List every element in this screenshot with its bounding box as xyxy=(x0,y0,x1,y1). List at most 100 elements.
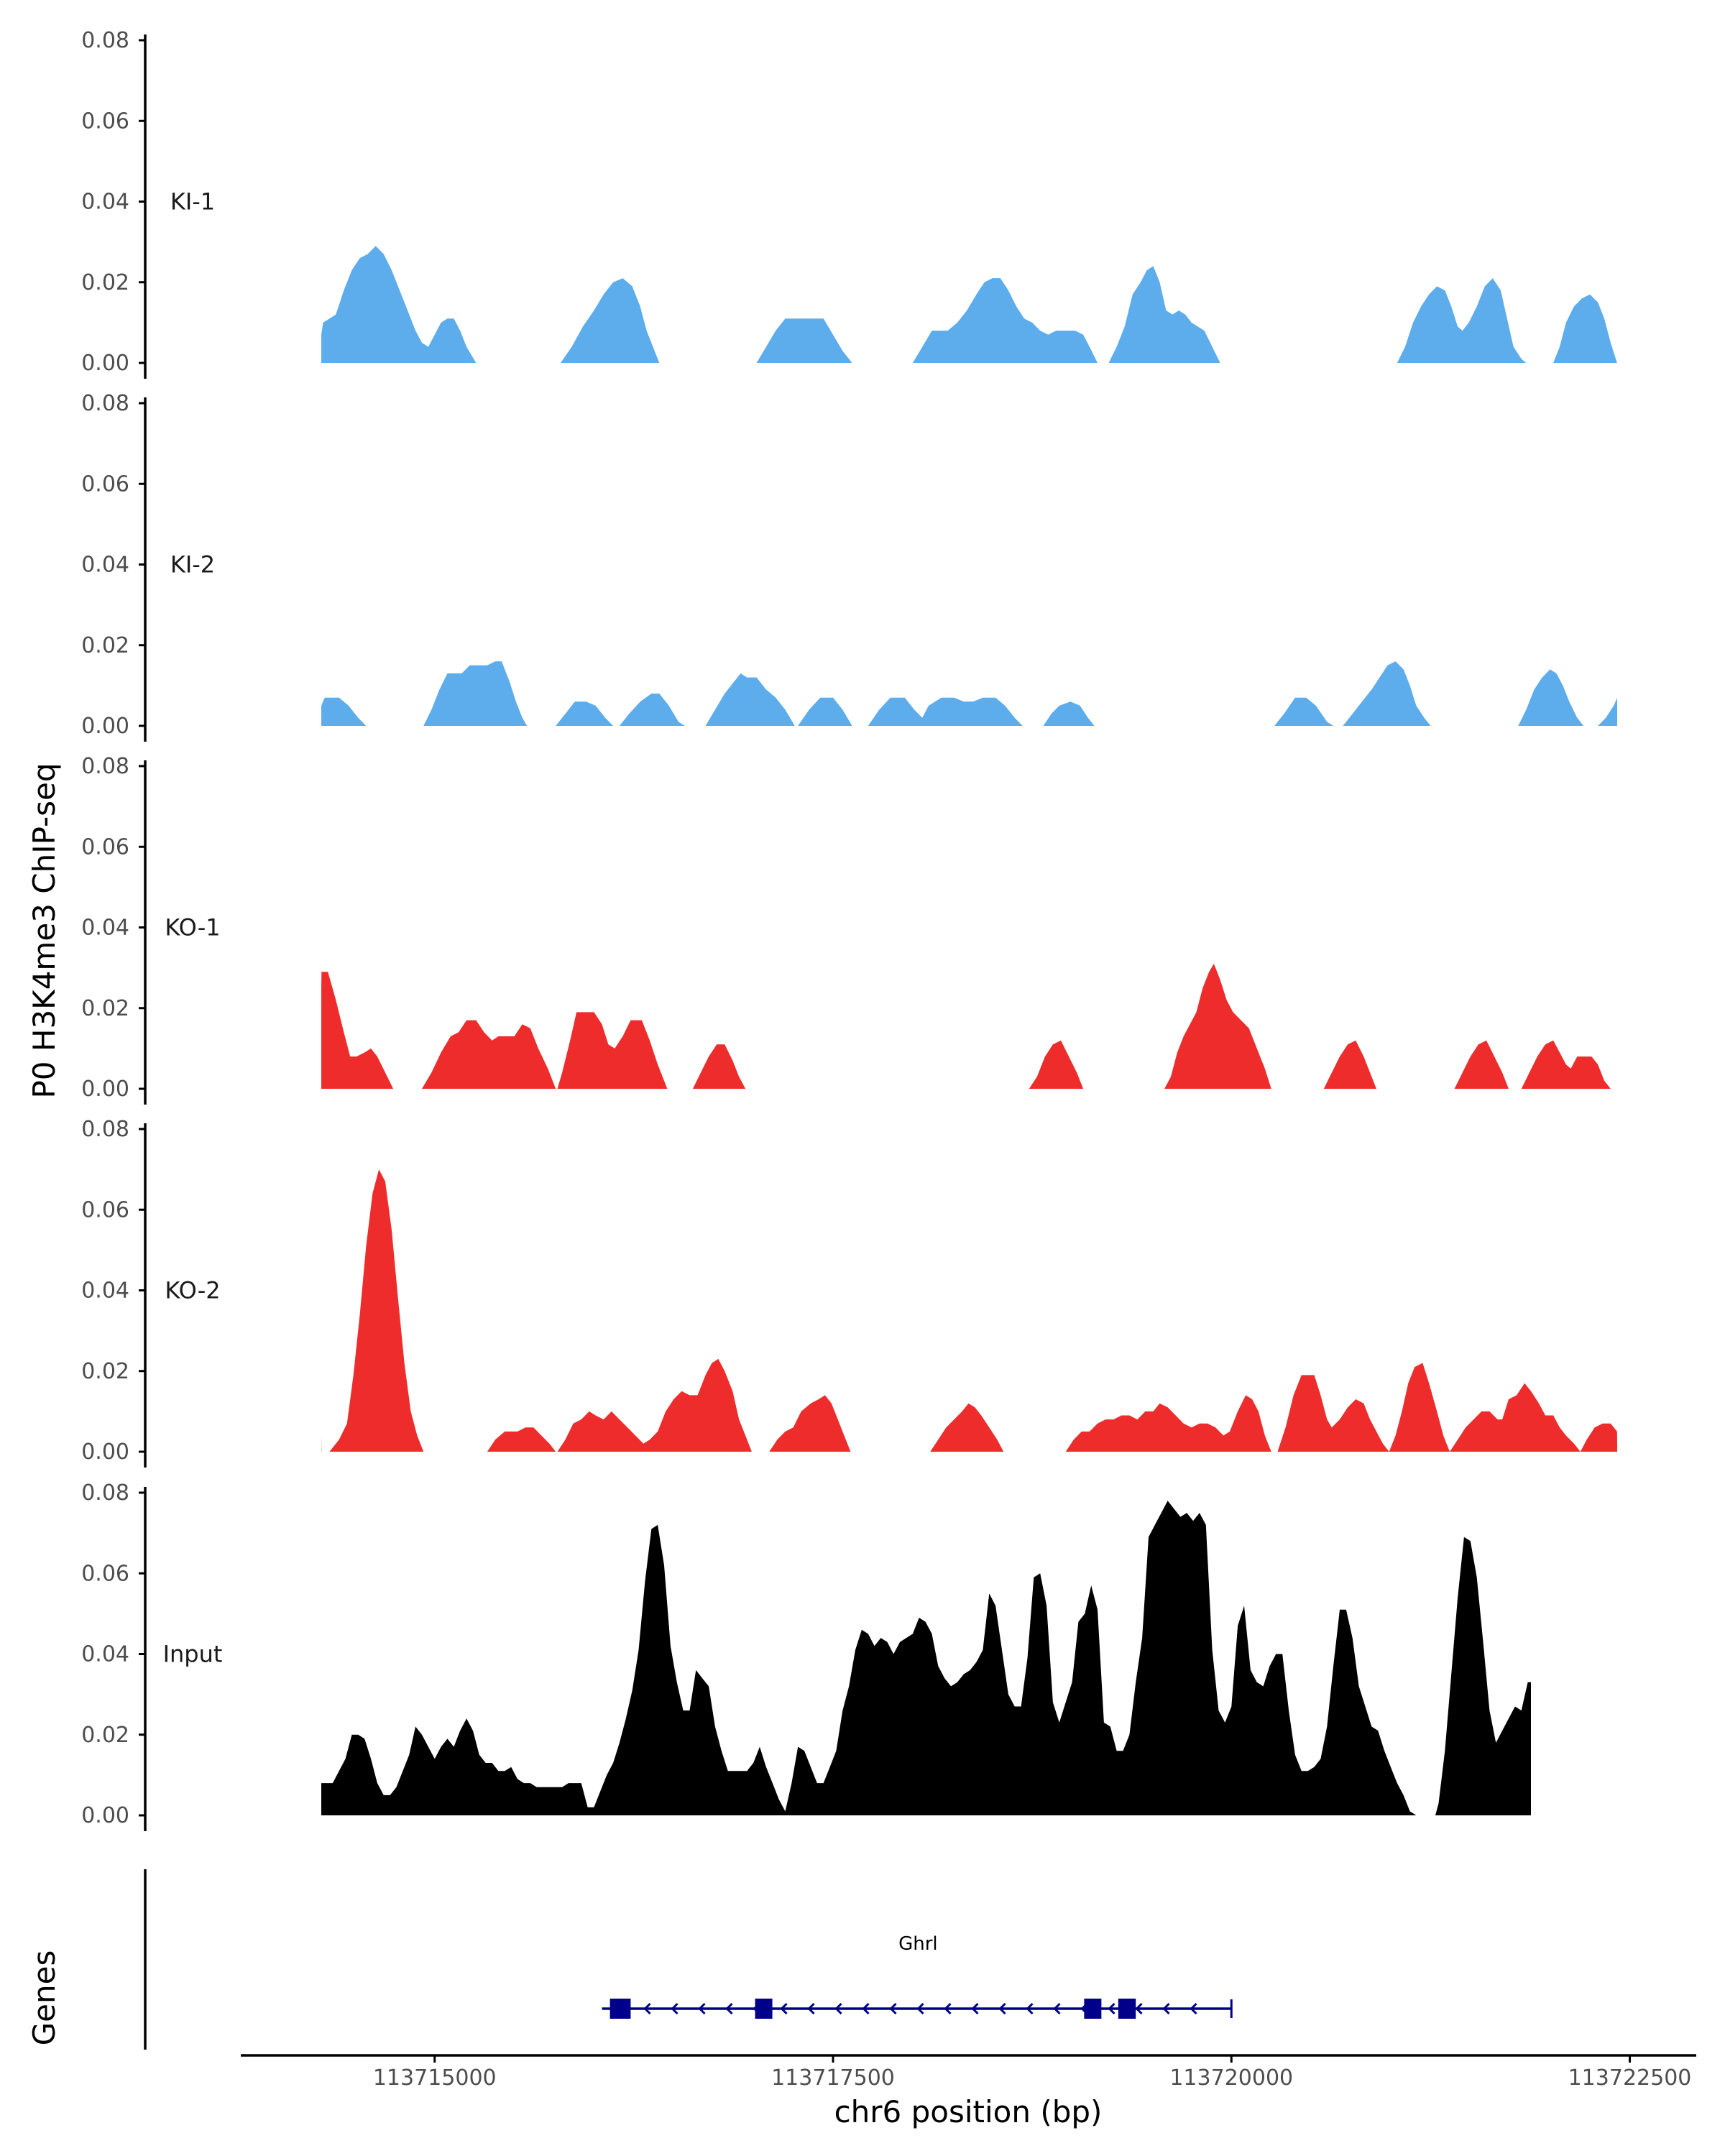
y-tick-label: 0.06 xyxy=(81,834,129,860)
y-tick-label: 0.02 xyxy=(81,270,129,295)
strand-arrow xyxy=(1108,2002,1116,2015)
exon xyxy=(1084,1999,1102,2019)
y-tick-label: 0.00 xyxy=(81,1439,129,1465)
strand-arrow xyxy=(1190,2002,1197,2015)
y-tick-label: 0.00 xyxy=(81,714,129,739)
strand-arrow xyxy=(1026,2002,1034,2015)
coverage-area xyxy=(423,661,528,726)
strand-arrow xyxy=(1053,2002,1061,2015)
coverage-area xyxy=(1450,1383,1581,1452)
strand-arrow xyxy=(725,2002,733,2015)
strand-arrow xyxy=(807,2002,815,2015)
strand-arrow xyxy=(862,2002,870,2015)
coverage-area xyxy=(557,1012,668,1089)
coverage-area xyxy=(1598,694,1617,726)
y-tick-label: 0.08 xyxy=(81,391,129,416)
strand-arrow xyxy=(698,2002,706,2015)
coverage-area xyxy=(557,1358,752,1452)
coverage-area xyxy=(1274,697,1334,726)
track-label: Input xyxy=(163,1641,223,1668)
coverage-area xyxy=(1323,1040,1376,1089)
exon xyxy=(610,1999,631,2019)
x-tick-label: 113722500 xyxy=(1568,2065,1692,2091)
coverage-area xyxy=(321,972,394,1089)
track-label: KO-2 xyxy=(165,1277,220,1304)
coverage-area xyxy=(1553,294,1617,363)
y-tick-label: 0.02 xyxy=(81,1359,129,1384)
coverage-area xyxy=(798,697,852,726)
strand-arrow xyxy=(971,2002,979,2015)
coverage-area xyxy=(1397,278,1527,363)
y-tick-label: 0.00 xyxy=(81,351,129,376)
coverage-area xyxy=(487,1427,556,1452)
x-axis: 113715000 113717500 113720000 113722500 xyxy=(241,2054,1696,2091)
y-tick-label: 0.06 xyxy=(81,1197,129,1222)
y-tick-label: 0.04 xyxy=(81,1642,129,1667)
track-ko-2: 0.00 0.02 0.04 0.06 0.08 KO-2 xyxy=(81,1117,1617,1468)
coverage-area xyxy=(321,697,367,726)
strand-arrow xyxy=(944,2002,952,2015)
coverage-area xyxy=(560,278,660,363)
coverage-area xyxy=(868,697,1023,726)
coverage-area xyxy=(692,1044,746,1089)
strand-arrow xyxy=(998,2002,1006,2015)
y-tick-label: 0.04 xyxy=(81,553,129,578)
x-axis-title: chr6 position (bp) xyxy=(834,2094,1103,2129)
gene-name-label: Ghrl xyxy=(898,1933,938,1955)
coverage-area xyxy=(769,1395,851,1452)
x-tick-label: 113715000 xyxy=(373,2065,497,2091)
coverage-area xyxy=(930,1403,1004,1452)
coverage-area xyxy=(1065,1395,1271,1452)
strand-arrow xyxy=(916,2002,924,2015)
strand-arrow xyxy=(671,2002,678,2015)
coverage-area xyxy=(756,318,852,363)
coverage-area xyxy=(1580,1423,1617,1452)
coverage-area xyxy=(1389,1363,1450,1452)
strand-arrow xyxy=(780,2002,788,2015)
coverage-area xyxy=(1029,1040,1084,1089)
track-label: KI-2 xyxy=(170,551,215,579)
x-tick-label: 113720000 xyxy=(1169,2065,1293,2091)
strand-arrow xyxy=(1135,2002,1143,2015)
y-tick-label: 0.02 xyxy=(81,996,129,1021)
genes-layer: Ghrl xyxy=(144,1869,1233,2050)
coverage-area xyxy=(619,694,685,726)
strand-arrow xyxy=(1162,2002,1170,2015)
y-tick-label: 0.04 xyxy=(81,916,129,941)
y-tick-label: 0.06 xyxy=(81,1561,129,1586)
track-ki-1: 0.00 0.02 0.04 0.06 0.08 KI-1 xyxy=(81,28,1617,379)
coverage-area xyxy=(912,278,1098,363)
coverage-area xyxy=(1454,1040,1509,1089)
track-ko-1: 0.00 0.02 0.04 0.06 0.08 KO-1 xyxy=(81,754,1611,1105)
exon xyxy=(1118,1999,1136,2019)
strand-arrow xyxy=(834,2002,842,2015)
coverage-area xyxy=(1435,1537,1531,1815)
y-tick-label: 0.08 xyxy=(81,1480,129,1506)
coverage-area xyxy=(1043,701,1095,726)
y-tick-label: 0.06 xyxy=(81,471,129,497)
coverage-area xyxy=(422,1020,556,1089)
track-input: 0.00 0.02 0.04 0.06 0.08 Input xyxy=(81,1480,1531,1831)
y-tick-label: 0.08 xyxy=(81,754,129,779)
y-tick-label: 0.06 xyxy=(81,109,129,134)
genes-track-title: Genes xyxy=(27,1950,62,2046)
coverage-area xyxy=(329,1169,424,1452)
y-tick-label: 0.08 xyxy=(81,28,129,53)
y-tick-label: 0.02 xyxy=(81,633,129,658)
coverage-area xyxy=(705,673,795,726)
y-tick-label: 0.04 xyxy=(81,1279,129,1304)
coverage-area xyxy=(1164,964,1271,1089)
y-tick-label: 0.00 xyxy=(81,1803,129,1828)
coverage-area xyxy=(1108,266,1220,363)
exon xyxy=(755,1999,773,2019)
track-label: KI-1 xyxy=(170,188,215,216)
strand-arrow xyxy=(889,2002,897,2015)
coverage-area xyxy=(1518,669,1584,726)
coverage-area xyxy=(321,246,477,363)
y-tick-label: 0.02 xyxy=(81,1723,129,1748)
coverage-area xyxy=(1277,1375,1389,1452)
track-ki-2: 0.00 0.02 0.04 0.06 0.08 KI-2 xyxy=(81,391,1617,742)
coverage-area xyxy=(556,701,614,726)
